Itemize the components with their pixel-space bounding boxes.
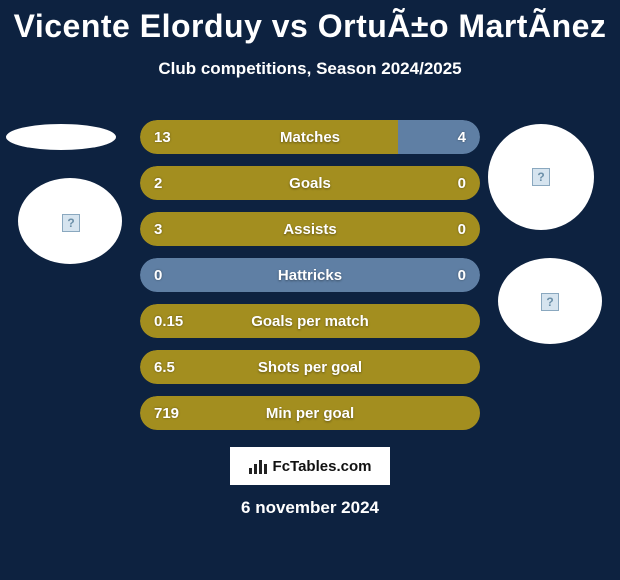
stat-label: Goals — [140, 175, 480, 192]
stat-row: 00Hattricks — [140, 258, 480, 292]
footer-date: 6 november 2024 — [0, 498, 620, 518]
decorative-ellipse — [6, 124, 116, 150]
stat-row: 719Min per goal — [140, 396, 480, 430]
stat-row: 20Goals — [140, 166, 480, 200]
stat-row: 30Assists — [140, 212, 480, 246]
stat-row: 6.5Shots per goal — [140, 350, 480, 384]
stat-label: Goals per match — [140, 313, 480, 330]
player-avatar: ? — [54, 206, 88, 240]
player-avatar: ? — [534, 286, 566, 318]
stat-row: 134Matches — [140, 120, 480, 154]
stat-row: 0.15Goals per match — [140, 304, 480, 338]
footer-brand: FcTables.com — [230, 447, 390, 485]
avatar-placeholder-icon: ? — [532, 168, 550, 186]
page-subtitle: Club competitions, Season 2024/2025 — [0, 59, 620, 79]
chart-icon — [249, 458, 269, 474]
brand-text: FcTables.com — [273, 458, 372, 475]
stats-container: 134Matches 20Goals 30Assists 00Hattricks 0.1… — [140, 120, 480, 442]
stat-label: Matches — [140, 129, 480, 146]
player-avatar: ? — [525, 161, 557, 193]
avatar-placeholder-icon: ? — [541, 293, 559, 311]
stat-label: Shots per goal — [140, 359, 480, 376]
avatar-placeholder-icon: ? — [62, 214, 80, 232]
page-title: Vicente Elorduy vs OrtuÃ±o MartÃ­nez — [0, 0, 620, 45]
stat-label: Hattricks — [140, 267, 480, 284]
stat-label: Min per goal — [140, 405, 480, 422]
stat-label: Assists — [140, 221, 480, 238]
